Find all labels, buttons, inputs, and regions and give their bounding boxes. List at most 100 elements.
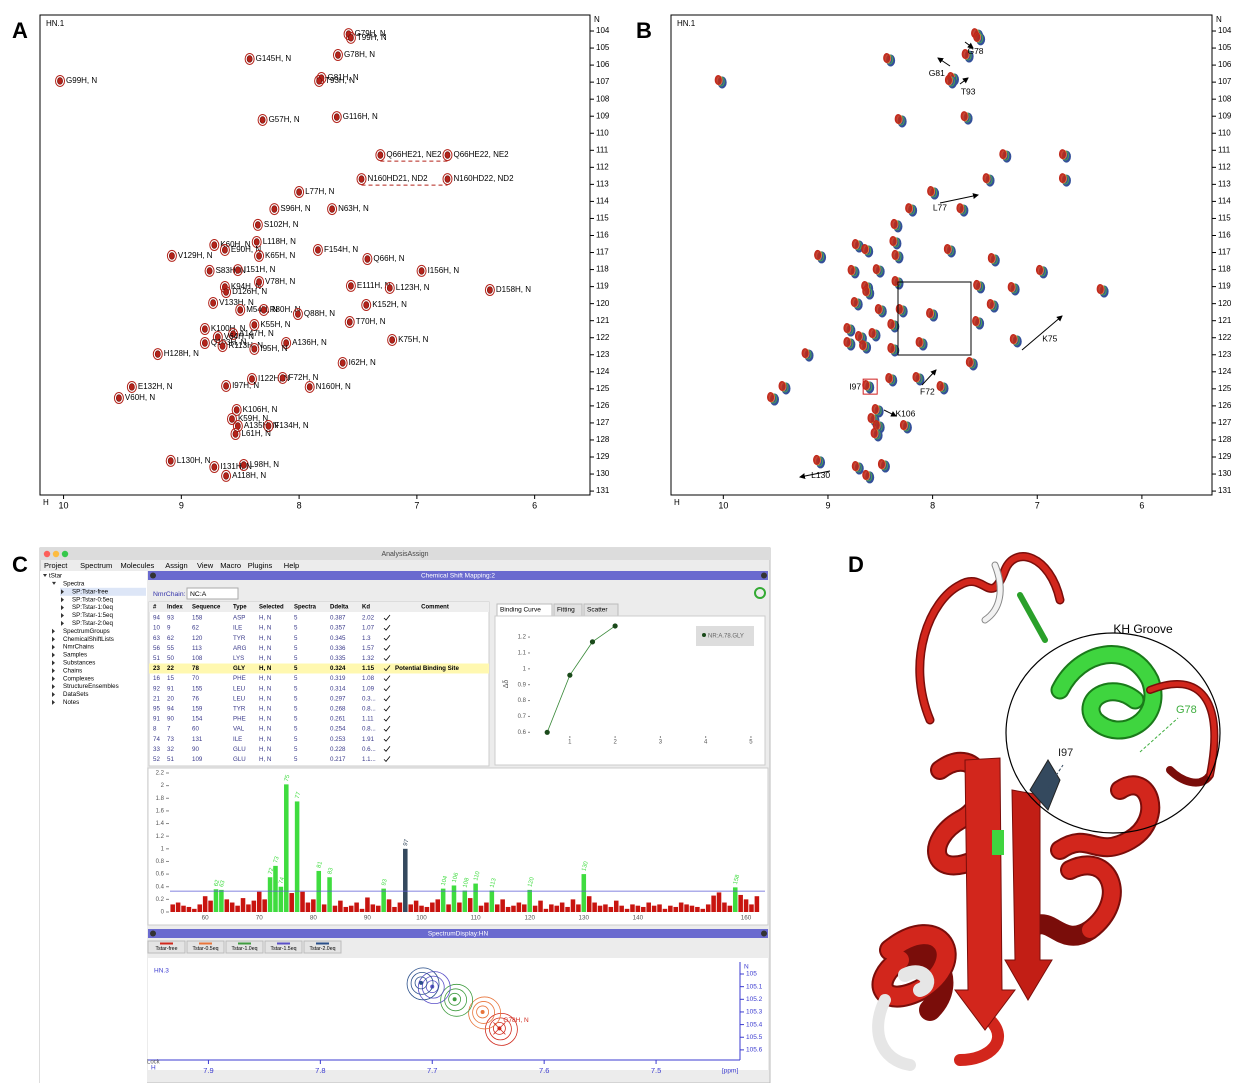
peak-label: G99H, N: [66, 76, 97, 85]
bar: [170, 904, 175, 912]
table-header: Kd: [362, 605, 370, 611]
table-cell: 108: [192, 655, 203, 662]
spectrum-button[interactable]: [225, 940, 264, 954]
peak-contour: [416, 264, 427, 277]
peak-label: G79H, N: [355, 29, 386, 38]
table-cell: 70: [192, 675, 199, 682]
check-icon: [383, 634, 391, 641]
overlay-peak: [1007, 281, 1015, 292]
peak-contour: [249, 318, 260, 331]
overlay-peak: [850, 296, 858, 307]
peak: [358, 175, 365, 183]
bar: [365, 897, 370, 912]
title-bar: [40, 548, 770, 560]
table-cell: H, N: [259, 615, 271, 622]
highlight-box: [862, 378, 878, 395]
table-cell: 22: [167, 665, 174, 672]
y-tick-label: 1.6: [156, 808, 165, 814]
y-tick-label: 121: [596, 316, 610, 325]
bar: [705, 904, 711, 912]
spectrum-button[interactable]: [186, 940, 225, 954]
tab-label: Binding Curve: [500, 607, 541, 614]
table-cell: GLY: [233, 665, 246, 672]
peak-label: A136H, N: [292, 338, 327, 347]
peak-label: L98H, N: [250, 460, 280, 469]
spectrum-button[interactable]: [303, 940, 342, 954]
bar: [213, 889, 219, 912]
peak-contour: [269, 203, 280, 216]
overlay-peak: [926, 308, 934, 319]
overlay-peak: [1096, 284, 1104, 295]
window-button: [61, 550, 69, 558]
y-tick-label: 1: [523, 666, 527, 672]
tree-item: tStar: [49, 573, 62, 580]
peak-label: N63H, N: [338, 204, 369, 213]
peak-contour: [361, 299, 372, 312]
lock-label: Lock: [147, 1060, 161, 1066]
bar: [657, 904, 662, 912]
bar: [678, 902, 684, 912]
peak-label: S96H, N: [280, 204, 310, 213]
panel-label: B: [636, 18, 652, 43]
table-cell: 93: [167, 615, 174, 622]
bar: [457, 902, 462, 912]
bar: [224, 899, 230, 912]
y-tick-label: 125: [1218, 384, 1232, 393]
peak-label: L123H, N: [396, 283, 430, 292]
bar-label: 62: [214, 879, 222, 888]
menu-item: View: [197, 561, 214, 570]
y-tick-label: 115: [1218, 214, 1231, 223]
table-cell: H, N: [259, 675, 271, 682]
bar: [462, 890, 468, 912]
table-cell: 1.15: [362, 665, 375, 672]
table-header-bg: [149, 602, 489, 612]
shift-arrow: [937, 57, 951, 67]
peak: [223, 472, 229, 480]
peak-label: A147H, N: [239, 329, 274, 338]
overlay-peak: [944, 74, 952, 85]
tree-item: Chains: [63, 667, 82, 674]
bar: [256, 891, 262, 912]
table-cell: ILE: [233, 736, 242, 743]
refresh-button[interactable]: [754, 587, 766, 599]
x-tick-label: 4: [704, 740, 708, 746]
y-tick-label: 107: [596, 77, 610, 86]
overlay-peak: [894, 113, 902, 124]
annotation-label: K106: [895, 409, 915, 419]
peak-label: L130H, N: [177, 456, 211, 465]
table-cell: 0.3...: [362, 695, 376, 702]
combo-box[interactable]: [186, 587, 239, 600]
y-tick-label: 1.1: [518, 651, 527, 657]
peak-label: N160HD21, ND2: [368, 174, 429, 183]
y-axis-label: N: [744, 964, 749, 971]
spectrum-button[interactable]: [264, 940, 303, 954]
tree-arrow: [61, 620, 64, 626]
peak-label: G78H, N: [503, 1017, 529, 1024]
table-cell: VAL: [233, 726, 245, 733]
y-tick-label: 105.3: [746, 1009, 763, 1016]
peak-label: K59H, N: [238, 414, 268, 423]
y-tick-label: 125: [596, 384, 610, 393]
table-cell: H, N: [259, 726, 271, 733]
table-cell: 55: [167, 645, 174, 652]
x-tick-label: 90: [364, 915, 372, 922]
peak-label: G57H, N: [269, 115, 300, 124]
spectrum-button[interactable]: [147, 940, 186, 954]
table-cell: 90: [167, 716, 174, 723]
legend-label: NR:A.78.GLY: [708, 634, 744, 640]
tree-item: NmrChains: [63, 644, 94, 651]
check-icon: [383, 746, 391, 752]
y-tick-label: 129: [1218, 452, 1232, 461]
peak-label: K55H, N: [260, 320, 290, 329]
y-tick-label: 109: [1218, 111, 1232, 120]
peak-contour: [312, 243, 323, 256]
table-cell: GLU: [233, 746, 246, 753]
bar: [278, 886, 284, 912]
overlay-peak: [1035, 264, 1043, 275]
bar: [516, 902, 522, 912]
peak-contour: [442, 173, 453, 186]
overlay-peak: [890, 218, 898, 229]
bar-label: 97: [403, 838, 411, 847]
nmrchain-value: NC:A: [190, 591, 207, 598]
module-close: [761, 930, 767, 937]
